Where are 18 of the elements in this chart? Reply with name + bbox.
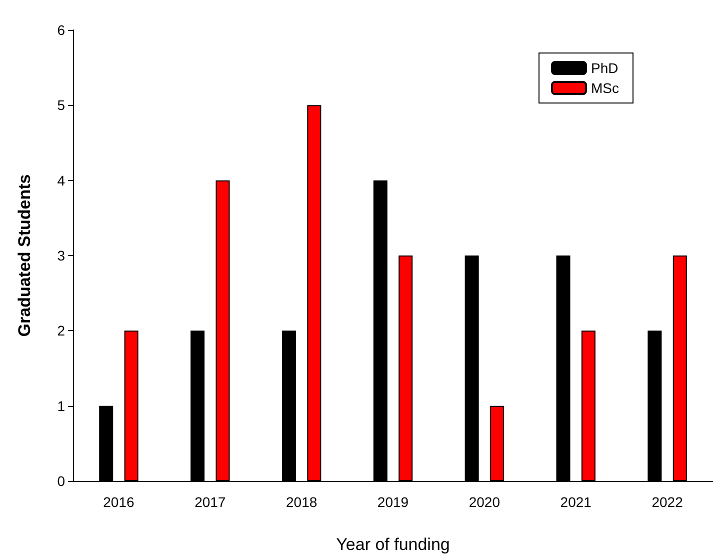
x-tick-label: 2019 [377,494,409,510]
y-tick-label: 1 [57,398,66,414]
legend-label: PhD [591,60,618,76]
x-tick-label: 2016 [103,494,134,510]
y-tick-label: 6 [57,22,66,38]
y-tick-label: 0 [57,473,66,489]
x-tick-label: 2018 [286,494,318,510]
x-tick-label: 2021 [560,494,592,510]
x-tick-label: 2017 [194,494,226,510]
y-tick-label: 3 [57,248,66,264]
y-tick-label: 2 [57,322,66,339]
x-tick-label: 2022 [652,494,684,510]
y-tick-label: 5 [57,97,66,114]
x-tick-label: 2020 [468,494,500,510]
x-axis-title: Year of funding [336,535,450,554]
y-tick-label: 4 [57,172,66,188]
y-axis-title: Graduated Students [15,174,34,337]
legend-label: MSc [591,80,619,96]
